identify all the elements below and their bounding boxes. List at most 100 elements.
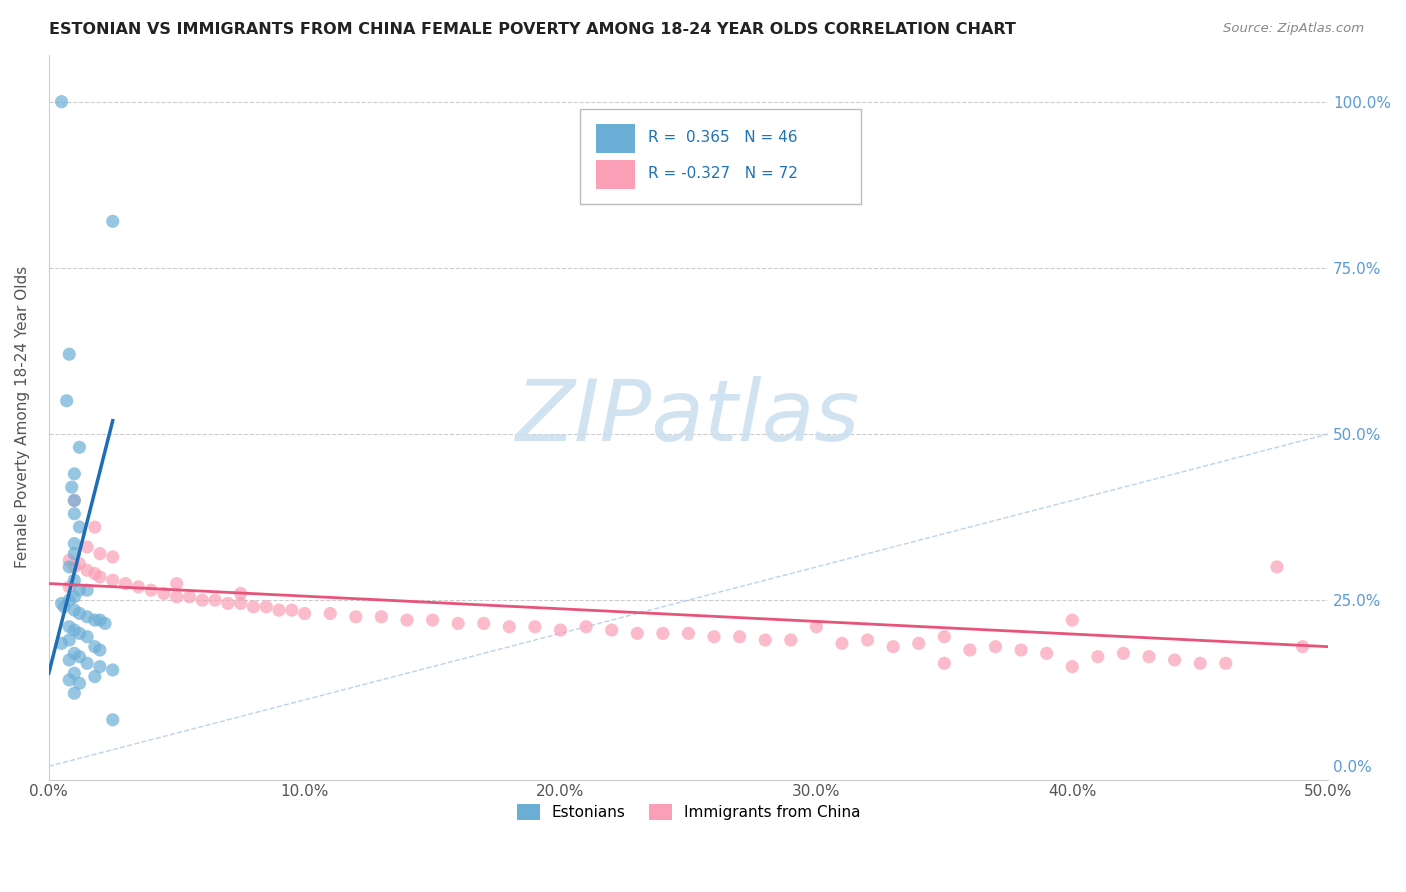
Point bbox=[58, 347, 80, 361]
Point bbox=[63, 507, 86, 521]
FancyBboxPatch shape bbox=[596, 124, 634, 153]
Point bbox=[69, 607, 91, 621]
Point bbox=[267, 603, 290, 617]
Point bbox=[1137, 649, 1160, 664]
Point bbox=[83, 566, 105, 581]
Point bbox=[69, 626, 91, 640]
Point bbox=[69, 520, 91, 534]
Point bbox=[63, 547, 86, 561]
Point bbox=[472, 616, 495, 631]
Point bbox=[1215, 657, 1237, 671]
Point bbox=[60, 480, 83, 494]
Point bbox=[63, 623, 86, 637]
Point bbox=[907, 636, 929, 650]
Point bbox=[984, 640, 1007, 654]
Point bbox=[55, 393, 77, 408]
Point bbox=[344, 609, 367, 624]
Point bbox=[114, 576, 136, 591]
Point bbox=[63, 666, 86, 681]
Point bbox=[63, 590, 86, 604]
Point bbox=[89, 547, 111, 561]
Point bbox=[959, 643, 981, 657]
Point bbox=[806, 620, 828, 634]
Point bbox=[370, 609, 392, 624]
Point bbox=[166, 590, 188, 604]
Point bbox=[51, 636, 73, 650]
Point bbox=[191, 593, 214, 607]
Point bbox=[101, 713, 124, 727]
Point bbox=[63, 560, 86, 574]
Text: R =  0.365   N = 46: R = 0.365 N = 46 bbox=[648, 129, 797, 145]
Point bbox=[127, 580, 149, 594]
Text: ESTONIAN VS IMMIGRANTS FROM CHINA FEMALE POVERTY AMONG 18-24 YEAR OLDS CORRELATI: ESTONIAN VS IMMIGRANTS FROM CHINA FEMALE… bbox=[49, 22, 1017, 37]
Point bbox=[51, 95, 73, 109]
Point bbox=[1265, 560, 1288, 574]
Point bbox=[83, 520, 105, 534]
Point bbox=[58, 560, 80, 574]
Point bbox=[728, 630, 751, 644]
Point bbox=[69, 440, 91, 454]
Point bbox=[89, 613, 111, 627]
Point bbox=[139, 583, 162, 598]
Point bbox=[63, 467, 86, 481]
Point bbox=[1062, 613, 1084, 627]
Point bbox=[1163, 653, 1185, 667]
Point bbox=[53, 599, 76, 614]
Point bbox=[422, 613, 444, 627]
Point bbox=[1035, 646, 1057, 660]
Point bbox=[69, 557, 91, 571]
FancyBboxPatch shape bbox=[596, 161, 634, 189]
Point bbox=[754, 633, 776, 648]
Point bbox=[63, 493, 86, 508]
Point bbox=[76, 630, 98, 644]
Point bbox=[89, 570, 111, 584]
Point bbox=[1291, 640, 1313, 654]
Point bbox=[1062, 659, 1084, 673]
Point bbox=[600, 623, 623, 637]
Point bbox=[76, 563, 98, 577]
Point bbox=[101, 549, 124, 564]
Point bbox=[934, 630, 956, 644]
Point bbox=[550, 623, 572, 637]
Point bbox=[76, 583, 98, 598]
Text: Source: ZipAtlas.com: Source: ZipAtlas.com bbox=[1223, 22, 1364, 36]
Point bbox=[856, 633, 879, 648]
Point bbox=[217, 597, 239, 611]
Point bbox=[294, 607, 316, 621]
Text: ZIPatlas: ZIPatlas bbox=[516, 376, 860, 458]
Legend: Estonians, Immigrants from China: Estonians, Immigrants from China bbox=[510, 798, 866, 826]
Point bbox=[498, 620, 520, 634]
Point bbox=[94, 616, 117, 631]
Point bbox=[934, 657, 956, 671]
Point bbox=[831, 636, 853, 650]
Point bbox=[63, 573, 86, 587]
Point bbox=[58, 553, 80, 567]
Point bbox=[1189, 657, 1212, 671]
Point bbox=[1010, 643, 1032, 657]
Point bbox=[153, 586, 176, 600]
Point bbox=[63, 493, 86, 508]
Point bbox=[58, 653, 80, 667]
Point bbox=[63, 686, 86, 700]
Point bbox=[83, 640, 105, 654]
Point bbox=[76, 609, 98, 624]
Point bbox=[447, 616, 470, 631]
Point bbox=[395, 613, 418, 627]
Point bbox=[58, 580, 80, 594]
Point bbox=[882, 640, 904, 654]
Point bbox=[779, 633, 801, 648]
Point bbox=[1112, 646, 1135, 660]
Point bbox=[63, 603, 86, 617]
FancyBboxPatch shape bbox=[579, 110, 860, 203]
Point bbox=[166, 576, 188, 591]
Point bbox=[76, 657, 98, 671]
Point bbox=[89, 659, 111, 673]
Point bbox=[69, 676, 91, 690]
Point bbox=[281, 603, 304, 617]
Point bbox=[76, 540, 98, 554]
Y-axis label: Female Poverty Among 18-24 Year Olds: Female Poverty Among 18-24 Year Olds bbox=[15, 266, 30, 568]
Point bbox=[703, 630, 725, 644]
Point bbox=[229, 597, 252, 611]
Point bbox=[63, 646, 86, 660]
Point bbox=[58, 633, 80, 648]
